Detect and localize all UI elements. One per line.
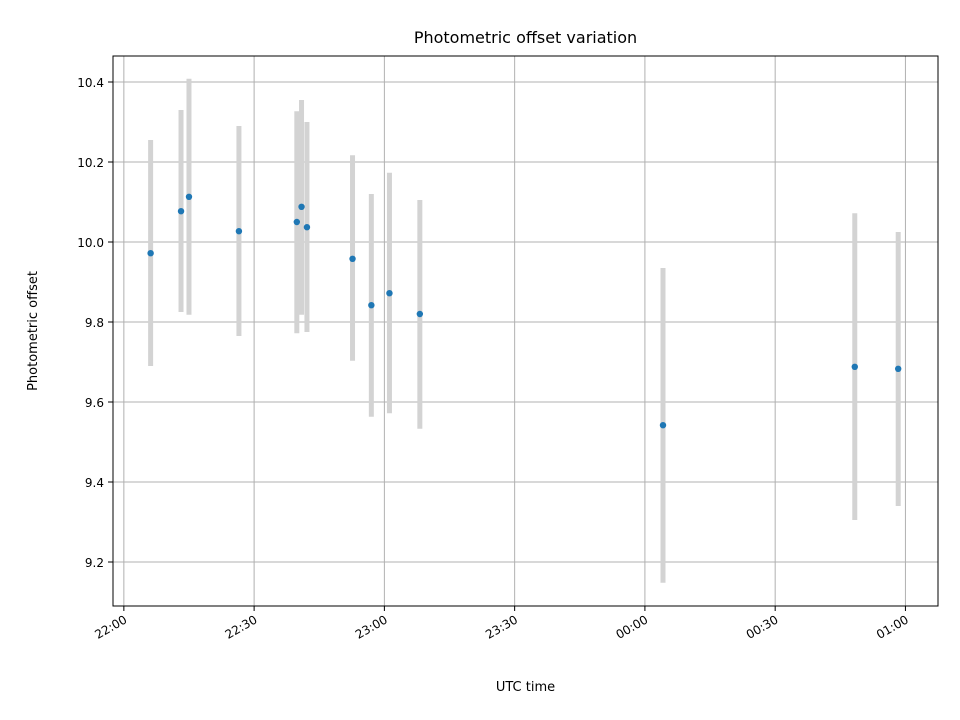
data-point [368,302,375,309]
data-point [851,363,858,370]
y-tick-label: 10.2 [77,156,104,170]
plot-frame [112,55,939,607]
x-axis-label: UTC time [496,680,555,695]
data-point [303,224,311,231]
y-tick-label: 10.0 [77,236,104,250]
data-point [293,218,301,226]
grid-layer [113,56,938,606]
data-point [349,255,356,262]
point-layer [147,193,902,429]
y-tick-label: 9.4 [85,476,104,490]
data-point [659,422,667,429]
y-tick-label: 9.2 [85,556,104,570]
y-axis-ticks: 9.2 9.4 9.6 9.8 10.0 10.2 10.4 [77,76,113,570]
data-point [894,365,902,372]
chart-title: Photometric offset variation [414,28,637,47]
y-tick-label: 9.8 [85,316,104,330]
data-point [235,228,243,235]
y-axis-label: Photometric offset [26,271,41,391]
data-point [298,203,305,210]
data-point [147,250,154,257]
data-point [185,193,193,200]
data-point [177,208,185,215]
y-tick-label: 10.4 [77,76,104,90]
y-tick-label: 9.6 [85,396,104,410]
data-point [416,310,424,318]
data-point [386,290,393,297]
